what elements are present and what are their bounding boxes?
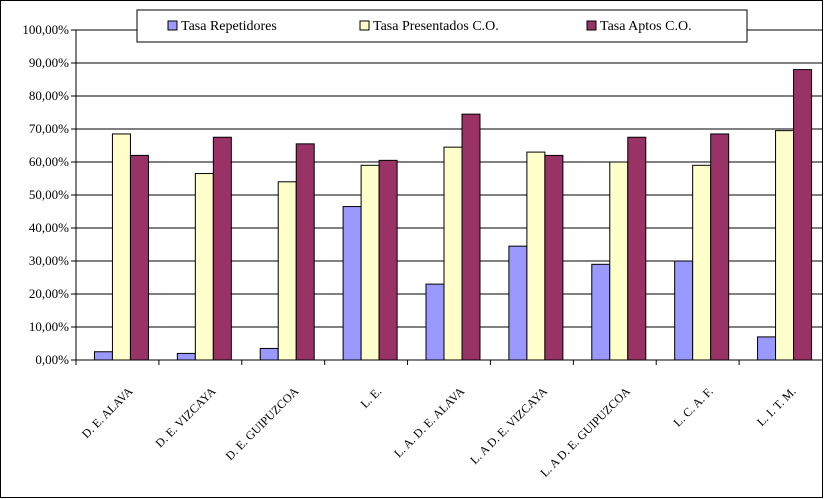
y-tick-label: 50,00% [29, 187, 69, 202]
legend-label: Tasa Repetidores [181, 19, 277, 34]
bar-tasa-presentados-c-o [443, 146, 463, 361]
y-tick-label: 30,00% [29, 253, 69, 268]
bar-tasa-aptos-c-o [461, 113, 481, 361]
bar-tasa-repetidores [259, 347, 279, 361]
bar-tasa-repetidores [508, 245, 528, 361]
x-category-label: L. A D. E. VIZCAYA [467, 384, 550, 467]
bar-tasa-aptos-c-o [710, 133, 730, 361]
y-tick-label: 20,00% [29, 286, 69, 301]
y-tick-label: 80,00% [29, 88, 69, 103]
bar-tasa-repetidores [176, 352, 196, 361]
y-tick-label: 0,00% [35, 352, 69, 367]
legend-swatch [359, 20, 370, 31]
bar-tasa-aptos-c-o [212, 136, 232, 361]
bar-tasa-repetidores [425, 283, 445, 361]
bar-tasa-repetidores [757, 336, 777, 361]
y-tick-labels: 0,00% 10,00% 20,00% 30,00% 40,00% 50,00% 60,00… [22, 22, 69, 367]
axes [71, 29, 822, 365]
x-category-label: D. E. VIZCAYA [152, 384, 218, 450]
bar-tasa-aptos-c-o [544, 154, 564, 361]
bar-tasa-presentados-c-o [692, 164, 712, 361]
bar-tasa-aptos-c-o [378, 159, 398, 361]
x-category-label: D. E. ALAVA [79, 384, 136, 441]
bar-tasa-presentados-c-o [194, 173, 214, 361]
y-tick-label: 60,00% [29, 154, 69, 169]
y-tick-label: 100,00% [22, 22, 69, 37]
legend-swatch [167, 20, 178, 31]
legend-label: Tasa Presentados C.O. [373, 19, 499, 34]
x-category-label: L. A D. E. GUIPUZCOA [537, 384, 633, 480]
bar-tasa-aptos-c-o [793, 69, 813, 361]
bar-tasa-repetidores [342, 206, 362, 361]
bar-tasa-repetidores [591, 263, 611, 361]
legend-box [136, 9, 748, 43]
x-category-label: L. A. D. E. ALAVA [391, 384, 467, 460]
bar-tasa-aptos-c-o [295, 143, 315, 361]
x-category-label: L. C. A. F. [670, 384, 715, 429]
y-tick-label: 10,00% [29, 319, 69, 334]
legend-swatch [586, 20, 597, 31]
y-tick-label: 70,00% [29, 121, 69, 136]
x-category-label: L. I. T. M. [754, 384, 799, 429]
x-category-label: D. E. GUIPUZCOA [223, 384, 302, 463]
bar-tasa-presentados-c-o [360, 164, 380, 361]
bar-tasa-presentados-c-o [526, 151, 546, 361]
bar-tasa-aptos-c-o [627, 136, 647, 361]
bar-tasa-presentados-c-o [111, 133, 131, 361]
bar-tasa-presentados-c-o [775, 130, 795, 361]
x-category-label: L. E. [358, 384, 385, 411]
legend: Tasa Repetidores Tasa Presentados C.O. Tas… [136, 9, 748, 43]
bar-tasa-presentados-c-o [609, 161, 629, 361]
bar-tasa-presentados-c-o [277, 181, 297, 361]
bar-tasa-aptos-c-o [129, 154, 149, 361]
bars [93, 69, 813, 361]
y-tick-label: 90,00% [29, 55, 69, 70]
legend-label: Tasa Aptos C.O. [600, 19, 692, 34]
x-category-labels: D. E. ALAVA D. E. VIZCAYA D. E. GUIPUZCOA L… [79, 384, 799, 480]
y-tick-label: 40,00% [29, 220, 69, 235]
bar-tasa-repetidores [93, 351, 113, 361]
bar-tasa-repetidores [674, 260, 694, 361]
